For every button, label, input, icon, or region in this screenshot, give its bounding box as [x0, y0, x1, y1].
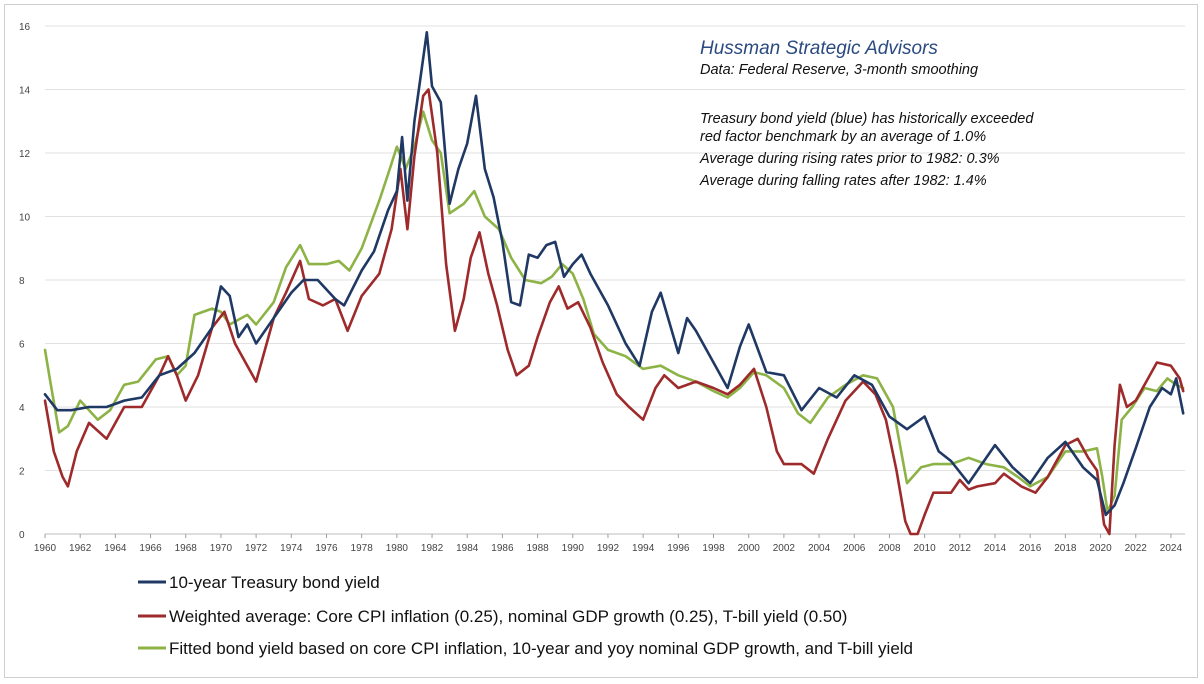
annotation-title: Hussman Strategic Advisors	[700, 38, 938, 59]
x-tick-label: 1960	[34, 543, 57, 554]
y-tick-label: 4	[19, 403, 25, 414]
x-tick-label: 2010	[914, 543, 937, 554]
y-tick-label: 12	[19, 149, 31, 160]
x-tick-label: 1978	[351, 543, 374, 554]
legend-item-treasury: 10-year Treasury bond yield	[138, 573, 380, 592]
x-tick-label: 2006	[843, 543, 866, 554]
x-tick-label: 1988	[526, 543, 549, 554]
x-tick-label: 2000	[738, 543, 761, 554]
x-tick-label: 1982	[421, 543, 444, 554]
x-tick-label: 2004	[808, 543, 831, 554]
x-tick-label: 1992	[597, 543, 620, 554]
x-tick-label: 1962	[69, 543, 92, 554]
y-tick-label: 6	[19, 340, 25, 351]
x-tick-label: 2022	[1125, 543, 1148, 554]
annotation-line-3: Average during rising rates prior to 198…	[699, 151, 1000, 167]
x-tick-label: 1974	[280, 543, 303, 554]
legend-item-fitted: Fitted bond yield based on core CPI infl…	[138, 639, 913, 658]
y-tick-label: 14	[19, 86, 31, 97]
x-tick-label: 1976	[315, 543, 338, 554]
x-tick-label: 1996	[667, 543, 690, 554]
line-chart: 1960 1962 1964 1966 1968 1970 1972 1974 1976 1978…	[19, 22, 1185, 658]
x-tick-label: 1990	[562, 543, 585, 554]
x-tick-label: 1986	[491, 543, 514, 554]
x-tick-label: 2018	[1054, 543, 1077, 554]
series-lines	[43, 30, 1185, 536]
y-tick-label: 0	[19, 530, 25, 541]
x-tick-label: 2012	[949, 543, 972, 554]
series-weighted-line	[43, 88, 1185, 536]
x-tick-label: 1966	[139, 543, 162, 554]
x-tick-label: 2016	[1019, 543, 1042, 554]
x-tick-label: 2020	[1089, 543, 1112, 554]
annotation-line-2: red factor benchmark by an average of 1.…	[700, 129, 986, 145]
annotation-box: Hussman Strategic Advisors Data: Federal…	[699, 38, 1034, 189]
x-tick-label: 1970	[210, 543, 233, 554]
y-tick-label: 10	[19, 213, 31, 224]
y-axis: 0 2 4 6 8 10 12 14 16	[19, 22, 31, 541]
x-axis: 1960 1962 1964 1966 1968 1970 1972 1974 1976 1978…	[34, 534, 1183, 554]
x-tick-label: 1972	[245, 543, 268, 554]
series-fitted-line	[43, 110, 1185, 514]
legend-label-fitted: Fitted bond yield based on core CPI infl…	[169, 639, 913, 658]
x-tick-label: 1994	[632, 543, 655, 554]
legend-item-weighted: Weighted average: Core CPI inflation (0.…	[138, 607, 847, 626]
legend-label-weighted: Weighted average: Core CPI inflation (0.…	[169, 607, 847, 626]
series-treasury-line	[43, 30, 1185, 517]
x-tick-label: 2008	[878, 543, 901, 554]
annotation-line-1: Treasury bond yield (blue) has historica…	[700, 111, 1034, 127]
y-tick-label: 2	[19, 467, 25, 478]
annotation-line-4: Average during falling rates after 1982:…	[699, 173, 987, 189]
x-tick-label: 1984	[456, 543, 479, 554]
y-tick-label: 8	[19, 276, 25, 287]
x-tick-label: 1998	[702, 543, 725, 554]
chart-frame: 1960 1962 1964 1966 1968 1970 1972 1974 1976 1978…	[4, 4, 1198, 678]
annotation-source: Data: Federal Reserve, 3-month smoothing	[700, 62, 978, 78]
x-tick-label: 2002	[773, 543, 796, 554]
x-tick-label: 2014	[984, 543, 1007, 554]
x-tick-label: 1980	[386, 543, 409, 554]
x-tick-label: 1964	[104, 543, 127, 554]
grid-lines	[45, 25, 1185, 535]
legend: 10-year Treasury bond yield Weighted ave…	[138, 573, 913, 658]
x-tick-label: 1968	[175, 543, 198, 554]
x-tick-label: 2024	[1160, 543, 1183, 554]
legend-label-treasury: 10-year Treasury bond yield	[169, 573, 380, 592]
y-tick-label: 16	[19, 22, 31, 33]
